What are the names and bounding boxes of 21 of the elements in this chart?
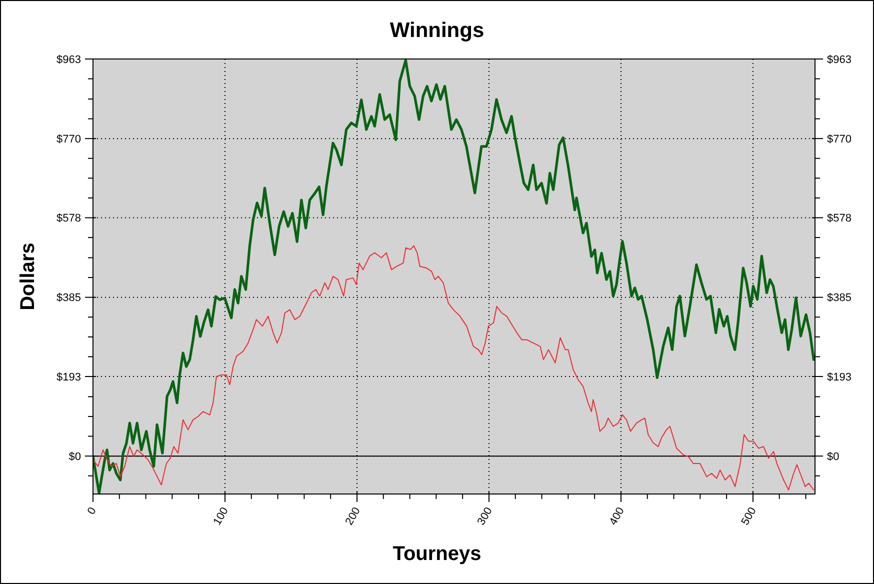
y-tick-label: $385 <box>56 292 81 304</box>
x-tick-label: 100 <box>211 505 231 528</box>
x-tick-label: 400 <box>607 505 627 528</box>
y2-tick-label: $385 <box>827 292 852 304</box>
y-tick-label: $963 <box>56 54 81 66</box>
x-axis-title: Tourneys <box>392 543 482 565</box>
y-tick-label: $770 <box>56 133 81 146</box>
y2-tick-label: $963 <box>827 54 852 66</box>
y2-tick-label: $0 <box>827 450 840 463</box>
y2-tick-label: $193 <box>827 371 852 384</box>
y-tick-label: $0 <box>68 450 81 463</box>
y-axis-title: Dollars <box>17 242 39 310</box>
y-tick-label: $578 <box>56 212 81 225</box>
y-tick-label: $193 <box>56 371 81 384</box>
y2-tick-label: $578 <box>827 212 852 225</box>
x-tick-label: 500 <box>739 505 759 528</box>
chart-title: Winnings <box>390 19 484 42</box>
y2-tick-label: $770 <box>827 133 852 146</box>
x-tick-label: 200 <box>343 505 363 528</box>
x-tick-label: 300 <box>475 505 495 528</box>
x-tick-label: 0 <box>85 505 99 517</box>
